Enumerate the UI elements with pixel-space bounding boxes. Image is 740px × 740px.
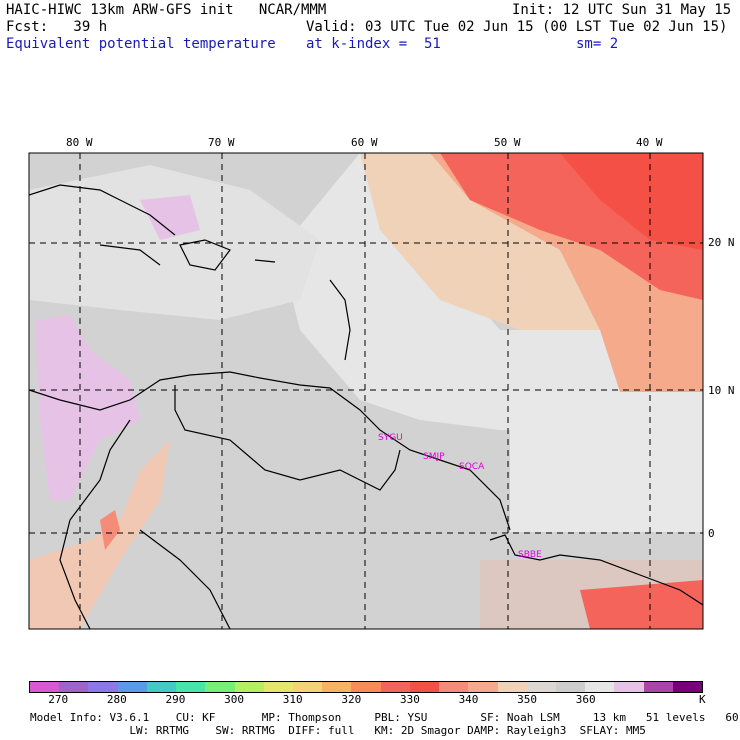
colorbar-tick-label: 350 [517,693,538,706]
colorbar-swatch [439,682,469,692]
lat-label-10n: 10 N [708,384,735,397]
valid-time: Valid: 03 UTC Tue 02 Jun 15 (00 LST Tue … [306,19,728,35]
colorbar-swatch [643,682,673,692]
colorbar-swatch [146,682,177,692]
lat-label-20n: 20 N [708,236,735,249]
colorbar-swatch [351,682,381,692]
colorbar-swatch [117,682,147,692]
colorbar-swatch [205,682,235,692]
colorbar-tick-label: 310 [282,693,303,706]
lon-label-80w: 80 W [66,136,93,149]
colorbar-swatch [614,682,644,692]
colorbar-tick-label: 290 [165,693,186,706]
colorbar-unit: K [699,693,706,706]
colorbar-tick-label: 270 [48,693,69,706]
lon-label-50w: 50 W [494,136,521,149]
smoothing: sm= 2 [576,36,619,52]
colorbar-tick-label: 300 [224,693,244,706]
lat-label-0: 0 [708,527,715,540]
map-frame [28,152,704,630]
model-info-line1: Model Info: V3.6.1 CU: KF MP: Thompson P… [30,711,740,724]
station-sygu: SYGU [378,433,403,443]
colorbar-swatch [555,682,586,692]
colorbar-tick-label: 360 [575,693,596,706]
colorbar-swatch [526,682,556,692]
colorbar-swatch [292,682,323,692]
colorbar [29,681,703,693]
station-sbbe: SBBE [518,550,542,560]
colorbar-swatch [322,682,352,692]
colorbar-swatch [234,682,264,692]
colorbar-swatch [672,682,703,692]
init-time: Init: 12 UTC Sun 31 May 15 [512,2,732,18]
k-index: at k-index = 51 [306,36,441,52]
colorbar-tick-label: 320 [341,693,362,706]
lon-label-60w: 60 W [351,136,378,149]
colorbar-swatch [585,682,615,692]
colorbar-swatch [88,682,118,692]
colorbar-swatch [497,682,527,692]
lon-label-70w: 70 W [208,136,235,149]
colorbar-swatch [409,682,440,692]
station-soca: SOCA [459,462,485,472]
colorbar-swatch [468,682,498,692]
field-name: Equivalent potential temperature [6,36,276,52]
colorbar-swatch [59,682,89,692]
lon-label-40w: 40 W [636,136,663,149]
colorbar-swatch [30,682,60,692]
forecast-hour: Fcst: 39 h [6,19,108,35]
theta-e-field [29,153,703,629]
colorbar-swatch [176,682,206,692]
colorbar-tick-label: 330 [399,693,420,706]
colorbar-swatch [263,682,293,692]
colorbar-tick-label: 280 [106,693,127,706]
station-smjp: SMJP [423,452,445,462]
graticule [29,153,703,629]
colorbar-swatch [380,682,410,692]
model-title: HAIC-HIWC 13km ARW-GFS init NCAR/MMM [6,2,327,18]
model-info-line2: LW: RRTMG SW: RRTMG DIFF: full KM: 2D Sm… [30,724,646,737]
colorbar-tick-label: 340 [458,693,479,706]
